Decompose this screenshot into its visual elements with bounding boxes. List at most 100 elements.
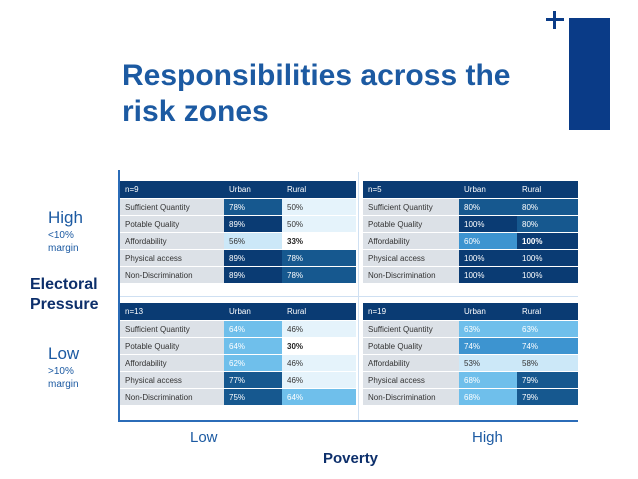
rural-cell: 46% [282, 372, 356, 388]
row-label: Sufficient Quantity [363, 199, 459, 215]
urban-cell: 100% [459, 216, 517, 232]
urban-cell: 74% [459, 338, 517, 354]
rural-cell: 80% [517, 199, 578, 215]
row-label: Non-Discrimination [363, 389, 459, 405]
row-label: Sufficient Quantity [120, 321, 224, 337]
row-label: Sufficient Quantity [120, 199, 224, 215]
table-row: Sufficient Quantity 63% 63% [363, 321, 578, 337]
y-axis-line [118, 170, 120, 422]
quadrant-table-bottom-left: n=13 Urban Rural Sufficient Quantity 64%… [120, 302, 356, 406]
row-label: Non-Discrimination [120, 389, 224, 405]
sample-size: n=5 [363, 181, 459, 198]
rural-cell: 78% [282, 250, 356, 266]
rural-cell: 64% [282, 389, 356, 405]
row-label: Potable Quality [120, 216, 224, 232]
rural-cell: 79% [517, 372, 578, 388]
row-label: Physical access [120, 372, 224, 388]
table-row: Affordability 53% 58% [363, 355, 578, 371]
x-axis-high-label: High [472, 429, 503, 446]
table-header-row: n=5 Urban Rural [363, 181, 578, 198]
table-header-row: n=9 Urban Rural [120, 181, 356, 198]
row-label: Potable Quality [120, 338, 224, 354]
table-row: Potable Quality 100% 80% [363, 216, 578, 232]
table-header-row: n=19 Urban Rural [363, 303, 578, 320]
rural-cell: 50% [282, 216, 356, 232]
row-label: Affordability [120, 355, 224, 371]
sample-size: n=19 [363, 303, 459, 320]
urban-cell: 56% [224, 233, 282, 249]
urban-cell: 62% [224, 355, 282, 371]
rural-header: Rural [517, 181, 578, 198]
quadrant-table-top-left: n=9 Urban Rural Sufficient Quantity 78% … [120, 180, 356, 284]
table-row: Potable Quality 89% 50% [120, 216, 356, 232]
grid-divider-horizontal [120, 296, 578, 297]
row-label: Physical access [120, 250, 224, 266]
sample-size: n=13 [120, 303, 224, 320]
urban-cell: 75% [224, 389, 282, 405]
row-label: Physical access [363, 250, 459, 266]
table-row: Potable Quality 64% 30% [120, 338, 356, 354]
urban-cell: 89% [224, 250, 282, 266]
table-row: Physical access 89% 78% [120, 250, 356, 266]
row-label: Physical access [363, 372, 459, 388]
table-row: Non-Discrimination 75% 64% [120, 389, 356, 405]
rural-cell: 46% [282, 355, 356, 371]
urban-cell: 53% [459, 355, 517, 371]
table-row: Physical access 100% 100% [363, 250, 578, 266]
rural-cell: 46% [282, 321, 356, 337]
y-axis-high-label: High [48, 208, 83, 227]
table-row: Affordability 56% 33% [120, 233, 356, 249]
urban-cell: 89% [224, 267, 282, 283]
x-axis-title: Poverty [323, 450, 379, 467]
urban-cell: 68% [459, 372, 517, 388]
x-axis-low-label: Low [190, 429, 218, 446]
urban-cell: 100% [459, 250, 517, 266]
rural-cell: 80% [517, 216, 578, 232]
table-row: Sufficient Quantity 80% 80% [363, 199, 578, 215]
rural-cell: 100% [517, 267, 578, 283]
row-label: Sufficient Quantity [363, 321, 459, 337]
rural-header: Rural [517, 303, 578, 320]
table-row: Physical access 77% 46% [120, 372, 356, 388]
table-row: Affordability 62% 46% [120, 355, 356, 371]
y-axis-high-sublabel: <10% margin [48, 230, 79, 254]
urban-cell: 68% [459, 389, 517, 405]
rural-cell: 50% [282, 199, 356, 215]
quadrant-table-top-right: n=5 Urban Rural Sufficient Quantity 80% … [363, 180, 578, 284]
table-row: Sufficient Quantity 78% 50% [120, 199, 356, 215]
table-row: Sufficient Quantity 64% 46% [120, 321, 356, 337]
row-label: Potable Quality [363, 338, 459, 354]
urban-cell: 78% [224, 199, 282, 215]
plus-icon [546, 11, 564, 29]
urban-header: Urban [459, 303, 517, 320]
quadrant-table-bottom-right: n=19 Urban Rural Sufficient Quantity 63%… [363, 302, 578, 406]
y-axis-low-sublabel: >10% margin [48, 366, 79, 390]
table-row: Physical access 68% 79% [363, 372, 578, 388]
x-axis-line [118, 420, 578, 422]
table-row: Non-Discrimination 89% 78% [120, 267, 356, 283]
row-label: Potable Quality [363, 216, 459, 232]
urban-cell: 89% [224, 216, 282, 232]
row-label: Non-Discrimination [120, 267, 224, 283]
y-axis-title: Electoral Pressure [30, 276, 99, 313]
urban-cell: 80% [459, 199, 517, 215]
rural-cell: 78% [282, 267, 356, 283]
rural-header: Rural [282, 181, 356, 198]
sample-size: n=9 [120, 181, 224, 198]
table-header-row: n=13 Urban Rural [120, 303, 356, 320]
rural-cell: 79% [517, 389, 578, 405]
row-label: Affordability [120, 233, 224, 249]
urban-header: Urban [459, 181, 517, 198]
urban-header: Urban [224, 303, 282, 320]
urban-header: Urban [224, 181, 282, 198]
urban-cell: 64% [224, 321, 282, 337]
rural-cell: 74% [517, 338, 578, 354]
rural-cell: 63% [517, 321, 578, 337]
table-row: Potable Quality 74% 74% [363, 338, 578, 354]
urban-cell: 100% [459, 267, 517, 283]
urban-cell: 63% [459, 321, 517, 337]
row-label: Affordability [363, 355, 459, 371]
row-label: Affordability [363, 233, 459, 249]
table-row: Affordability 60% 100% [363, 233, 578, 249]
rural-cell: 33% [282, 233, 356, 249]
